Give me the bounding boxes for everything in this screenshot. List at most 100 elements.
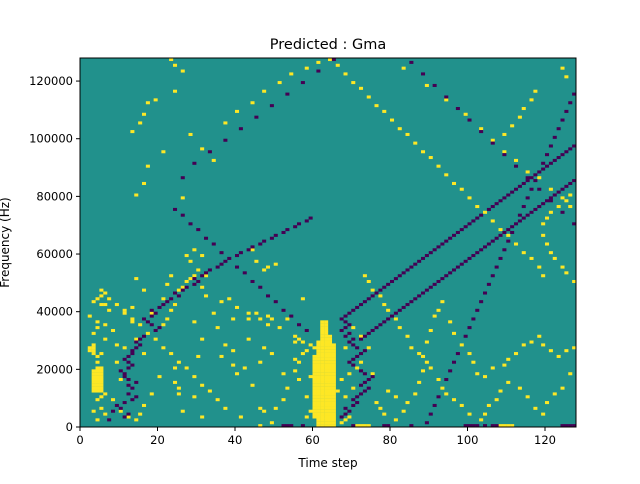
heatmap-cell	[572, 179, 577, 183]
heatmap-cell	[382, 412, 387, 416]
heatmap-cell	[436, 395, 441, 399]
heatmap-cell	[448, 320, 453, 324]
heatmap-cell	[238, 127, 243, 131]
heatmap-cell	[114, 360, 119, 364]
heatmap-cell	[223, 259, 228, 263]
heatmap-cell	[289, 72, 294, 76]
heatmap-cell	[273, 300, 278, 304]
heatmap-cell	[331, 398, 336, 402]
heatmap-cell	[258, 285, 263, 289]
heatmap-cell	[130, 320, 135, 324]
heatmap-cell	[149, 308, 154, 312]
heatmap-cell	[165, 300, 170, 304]
heatmap-cell	[339, 415, 344, 419]
heatmap-cell	[324, 415, 329, 419]
heatmap-cell	[351, 326, 356, 330]
heatmap-cell	[99, 380, 104, 384]
heatmap-cell	[351, 363, 356, 367]
heatmap-cell	[316, 415, 321, 419]
heatmap-cell	[157, 375, 162, 379]
heatmap-cell	[444, 95, 449, 99]
heatmap-cell	[324, 346, 329, 350]
heatmap-cell	[269, 317, 274, 321]
heatmap-cell	[455, 352, 460, 356]
heatmap-cell	[533, 89, 538, 93]
heatmap-cell	[444, 98, 449, 102]
heatmap-cell	[548, 199, 553, 203]
heatmap-cell	[328, 357, 333, 361]
heatmap-cell	[176, 294, 181, 298]
heatmap-cell	[324, 386, 329, 390]
x-tick-label: 60	[305, 433, 320, 447]
heatmap-cell	[359, 352, 364, 356]
heatmap-cell	[320, 334, 325, 338]
heatmap-cell	[320, 421, 325, 425]
heatmap-cell	[545, 242, 550, 246]
heatmap-cell	[328, 421, 333, 425]
heatmap-cell	[331, 366, 336, 370]
heatmap-cell	[366, 424, 371, 428]
heatmap-cell	[316, 369, 321, 373]
heatmap-cell	[471, 360, 476, 364]
heatmap-cell	[316, 389, 321, 393]
heatmap-cell	[300, 340, 305, 344]
heatmap-cell	[331, 380, 336, 384]
heatmap-cell	[320, 386, 325, 390]
heatmap-cell	[176, 386, 181, 390]
heatmap-cell	[200, 147, 205, 151]
heatmap-cell	[568, 424, 573, 428]
heatmap-cell	[122, 415, 127, 419]
heatmap-cell	[397, 274, 402, 278]
heatmap-cell	[312, 372, 317, 376]
heatmap-cell	[161, 150, 166, 154]
heatmap-cell	[436, 164, 441, 168]
heatmap-cell	[320, 357, 325, 361]
heatmap-cell	[331, 409, 336, 413]
heatmap-cell	[328, 340, 333, 344]
heatmap-cell	[173, 89, 178, 93]
heatmap-cell	[126, 354, 131, 358]
heatmap-cell	[351, 343, 356, 347]
heatmap-cell	[316, 392, 321, 396]
heatmap-cell	[328, 349, 333, 353]
heatmap-cell	[312, 398, 317, 402]
heatmap-cell	[405, 132, 410, 136]
heatmap-cell	[254, 259, 259, 263]
heatmap-cell	[560, 196, 565, 200]
heatmap-cell	[467, 256, 472, 260]
heatmap-cell	[378, 406, 383, 410]
heatmap-cell	[153, 337, 158, 341]
heatmap-cell	[351, 337, 356, 341]
heatmap-cell	[440, 242, 445, 246]
heatmap-cell	[490, 366, 495, 370]
heatmap-cell	[180, 288, 185, 292]
heatmap-cell	[490, 239, 495, 243]
heatmap-cell	[99, 372, 104, 376]
heatmap-cell	[130, 363, 135, 367]
heatmap-cell	[440, 386, 445, 390]
heatmap-cell	[444, 173, 449, 177]
heatmap-cell	[475, 424, 480, 428]
heatmap-cell	[118, 406, 123, 410]
heatmap-cell	[157, 326, 162, 330]
heatmap-cell	[215, 265, 220, 269]
heatmap-cell	[401, 409, 406, 413]
heatmap-cell	[262, 239, 267, 243]
heatmap-cell	[324, 383, 329, 387]
heatmap-cell	[556, 156, 561, 160]
heatmap-cell	[231, 317, 236, 321]
heatmap-cell	[331, 386, 336, 390]
heatmap-cell	[413, 297, 418, 301]
heatmap-cell	[568, 147, 573, 151]
heatmap-cell	[556, 354, 561, 358]
heatmap-cell	[312, 412, 317, 416]
heatmap-cell	[169, 308, 174, 312]
heatmap-cell	[556, 127, 561, 131]
heatmap-cell	[192, 161, 197, 165]
heatmap-cell	[312, 395, 317, 399]
heatmap-cell	[448, 271, 453, 275]
heatmap-cell	[548, 251, 553, 255]
heatmap-cell	[560, 187, 565, 191]
heatmap-cell	[409, 346, 414, 350]
heatmap-cell	[521, 216, 526, 220]
